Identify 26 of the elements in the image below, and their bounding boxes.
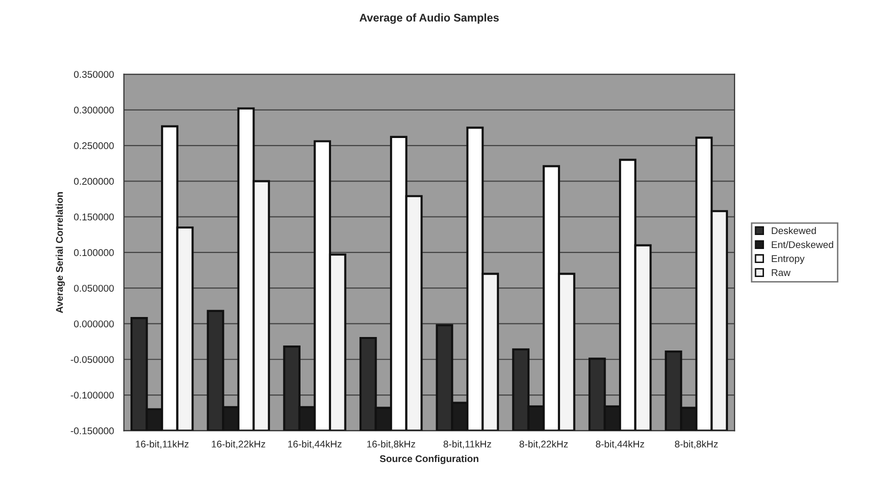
chart-title: Average of Audio Samples	[360, 13, 499, 24]
y-tick-label: 0.350000	[74, 70, 114, 78]
y-tick-label: 0.000000	[74, 320, 114, 328]
x-tick-label: 8-bit,8kHz	[674, 440, 718, 449]
x-tick-label: 8-bit,11kHz	[444, 440, 492, 449]
legend-label: Entropy	[772, 255, 805, 264]
y-tick-label: -0.100000	[70, 392, 114, 399]
y-tick-label: -0.150000	[70, 427, 114, 434]
x-tick-label: 16-bit,11kHz	[136, 440, 189, 449]
y-axis-title: Average Serial Correlation	[56, 192, 65, 314]
x-axis-title: Source Configuration	[380, 454, 478, 464]
x-tick-label: 8-bit,22kHz	[520, 440, 568, 449]
legend-label: Raw	[772, 269, 791, 276]
x-tick-label: 16-bit,8kHz	[367, 440, 416, 449]
y-tick-label: 0.200000	[74, 178, 114, 185]
x-tick-label: 8-bit,44kHz	[596, 440, 644, 449]
x-tick-label: 16-bit,44kHz	[288, 440, 342, 449]
y-tick-label: 0.150000	[74, 214, 114, 220]
y-tick-label: 0.050000	[74, 284, 114, 292]
y-tick-label: 0.300000	[74, 106, 114, 114]
legend-label: Deskewed	[772, 226, 816, 234]
y-tick-label: 0.100000	[74, 249, 114, 256]
x-tick-label: 16-bit,22kHz	[212, 440, 266, 449]
y-tick-label: -0.050000	[70, 356, 114, 363]
y-tick-label: 0.250000	[74, 142, 114, 150]
legend-label: Ent/Deskewed	[772, 240, 834, 248]
